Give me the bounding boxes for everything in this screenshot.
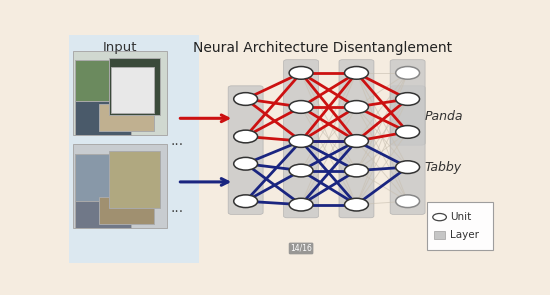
Circle shape (395, 93, 420, 105)
Circle shape (234, 130, 257, 143)
Text: Neural Architecture Disentanglement: Neural Architecture Disentanglement (193, 41, 452, 55)
Circle shape (289, 135, 313, 148)
Text: Panda: Panda (425, 109, 463, 122)
Circle shape (433, 214, 447, 221)
Circle shape (289, 66, 313, 79)
Bar (109, 151, 161, 208)
Text: Tabby: Tabby (425, 161, 462, 174)
Bar (75, 153, 130, 215)
Bar (69, 35, 199, 263)
Circle shape (344, 66, 369, 79)
Bar (98, 104, 154, 131)
Bar (98, 197, 154, 224)
Bar (73, 51, 167, 135)
Bar (75, 60, 130, 122)
Circle shape (289, 101, 313, 113)
FancyBboxPatch shape (390, 86, 425, 145)
Circle shape (344, 101, 369, 113)
Circle shape (234, 157, 257, 170)
FancyBboxPatch shape (228, 86, 263, 214)
Circle shape (344, 198, 369, 211)
Circle shape (395, 126, 420, 138)
Circle shape (289, 164, 313, 177)
Bar (434, 231, 445, 239)
Text: ...: ... (171, 201, 184, 215)
Bar (111, 67, 154, 113)
FancyBboxPatch shape (284, 60, 318, 218)
Text: ...: ... (171, 134, 184, 148)
FancyBboxPatch shape (427, 202, 493, 250)
Text: Input: Input (103, 41, 137, 54)
Circle shape (344, 135, 369, 148)
Circle shape (344, 164, 369, 177)
Circle shape (234, 195, 257, 208)
Circle shape (395, 195, 420, 208)
Text: Unit: Unit (450, 212, 471, 222)
Circle shape (289, 198, 313, 211)
Bar (109, 58, 161, 115)
FancyBboxPatch shape (390, 60, 425, 214)
Text: Layer: Layer (450, 230, 479, 240)
Circle shape (395, 66, 420, 79)
FancyBboxPatch shape (339, 60, 374, 218)
Text: 14/16: 14/16 (290, 244, 312, 253)
Bar (75, 201, 130, 228)
Bar (73, 145, 167, 228)
Circle shape (395, 161, 420, 173)
Bar (75, 101, 130, 135)
Circle shape (234, 93, 257, 105)
